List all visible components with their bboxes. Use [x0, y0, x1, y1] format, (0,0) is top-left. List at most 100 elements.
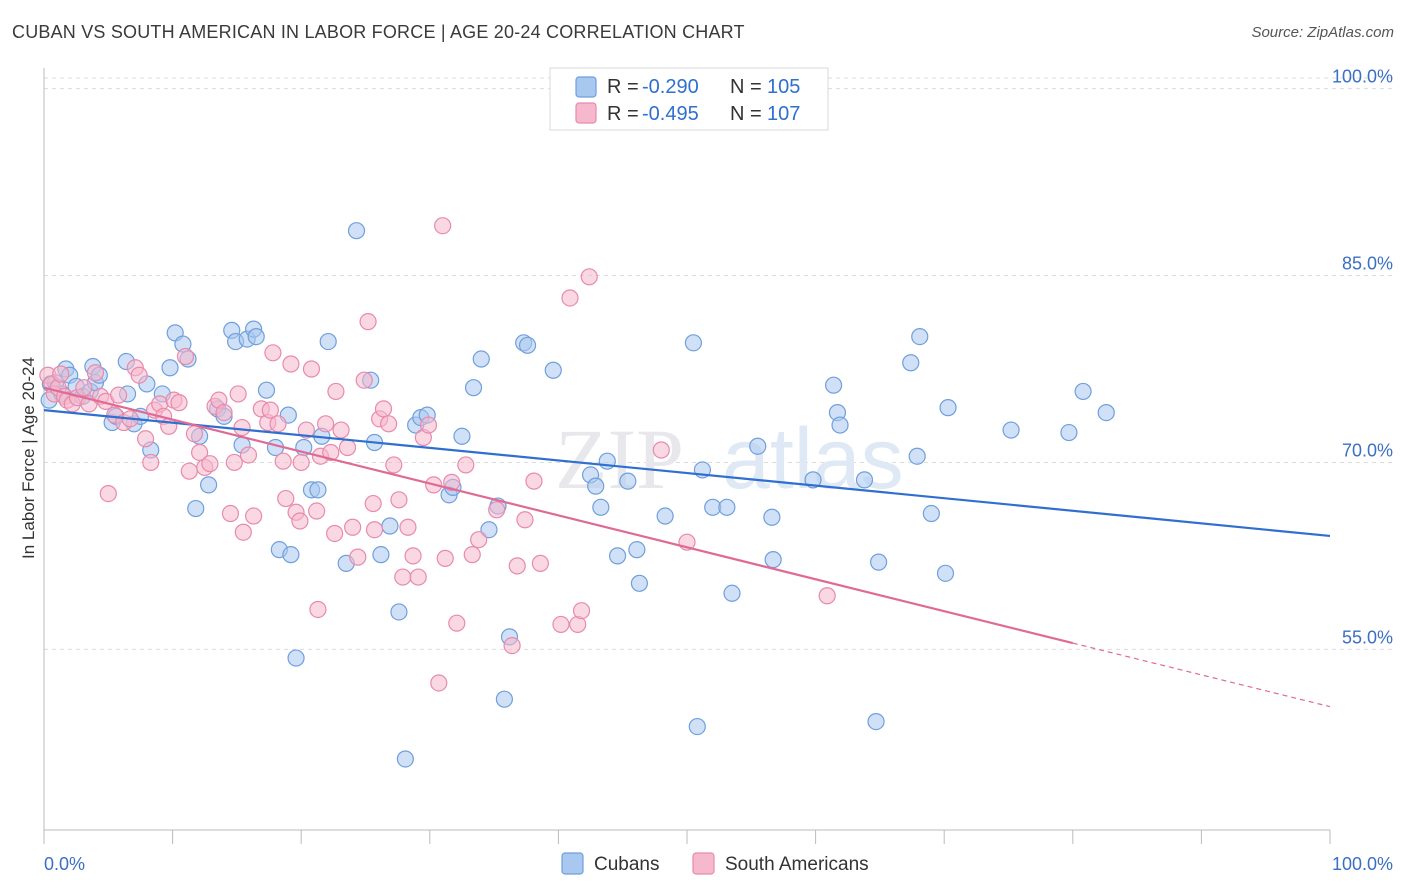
cubans-point-41	[287, 649, 305, 667]
axes	[43, 68, 1331, 844]
south-americans-point-58	[322, 443, 340, 462]
cubans-point-101	[1002, 421, 1020, 439]
south-americans-point-47	[269, 415, 287, 433]
cubans-point-94	[870, 553, 888, 571]
cubans-point-85	[749, 437, 767, 455]
south-americans-point-85	[470, 531, 488, 549]
south-americans-point-60	[332, 421, 350, 439]
south-americans-point-66	[364, 494, 382, 513]
cubans-point-36	[257, 381, 276, 399]
south-americans-point-41	[234, 523, 252, 541]
south-americans-point-73	[399, 518, 417, 536]
cubans-point-71	[587, 477, 605, 495]
south-americans-point-64	[355, 371, 373, 389]
cubans-point-92	[855, 471, 874, 489]
legend-n-label: N =	[730, 103, 762, 125]
south-americans-point-29	[176, 347, 195, 366]
south-americans-point-22	[142, 453, 160, 472]
south-americans-point-40	[229, 385, 247, 403]
legend-r-label: R =	[607, 103, 639, 125]
x-tick-label-1: 100.0%	[1332, 854, 1393, 874]
cubans-point-102	[1060, 423, 1078, 442]
cubans-point-75	[619, 472, 637, 490]
bottom-legend-label-cubans: Cubans	[594, 854, 660, 875]
cubans-point-72	[592, 498, 610, 516]
bottom-legend-label-south-americans: South Americans	[725, 854, 869, 875]
south-americans-point-38	[221, 504, 240, 523]
cubans-point-103	[1074, 382, 1092, 401]
cubans-point-69	[544, 361, 562, 379]
cubans-point-74	[608, 547, 627, 565]
south-americans-point-21	[136, 430, 155, 448]
cubans-point-54	[396, 750, 414, 768]
cubans-point-79	[684, 334, 703, 352]
cubans-point-35	[247, 328, 265, 346]
legend: R = -0.290 N = 105 R = -0.495 N = 107	[549, 67, 829, 131]
cubans-point-53	[390, 603, 408, 621]
y-tick-label-1: 70.0%	[1342, 440, 1393, 460]
cubans-point-76	[628, 541, 646, 559]
cubans-point-93	[867, 713, 885, 731]
south-americans-point-100	[434, 217, 452, 235]
trend-lines	[43, 386, 1331, 708]
south-americans-point-34	[201, 455, 219, 473]
source-label: Source: ZipAtlas.com	[1251, 24, 1394, 41]
south-americans-trend-line	[43, 386, 1074, 645]
legend-n-label: N =	[730, 76, 762, 98]
cubans-point-48	[347, 222, 366, 240]
bottom-legend: Cubans South Americans	[561, 852, 869, 875]
cubans-point-44	[309, 481, 327, 499]
south-americans-point-4	[52, 365, 70, 383]
cubans-point-104	[1097, 404, 1115, 422]
south-americans-point-95	[572, 602, 591, 620]
south-americans-point-39	[225, 453, 243, 472]
y-axis-title: In Labor Force | Age 20-24	[19, 357, 38, 559]
south-americans-point-9	[75, 379, 93, 397]
cubans-point-40	[282, 546, 300, 564]
cubans-point-27	[200, 476, 218, 494]
south-americans-point-93	[561, 289, 579, 307]
legend-n-value-cubans: 105	[767, 76, 800, 98]
legend-r-value-south-americans: -0.495	[642, 103, 699, 125]
legend-r-label: R =	[607, 76, 639, 98]
south-americans-point-28	[170, 394, 188, 412]
south-americans-trend-extension	[1072, 642, 1331, 708]
cubans-point-52	[381, 517, 399, 535]
south-americans-point-62	[344, 518, 362, 536]
south-americans-point-96	[580, 268, 598, 286]
south-americans-point-46	[264, 344, 282, 362]
bottom-legend-swatch-cubans	[561, 852, 584, 875]
cubans-point-46	[319, 332, 337, 351]
south-americans-point-61	[338, 438, 357, 457]
cubans-point-77	[630, 574, 649, 592]
cubans-point-83	[718, 498, 736, 516]
south-americans-point-101	[309, 600, 327, 619]
south-americans-point-16	[109, 386, 128, 404]
south-americans-point-37	[215, 404, 233, 422]
cubans-point-65	[495, 690, 513, 708]
y-tick-label-3: 100.0%	[1332, 67, 1393, 87]
x-tick-label-0: 0.0%	[44, 854, 85, 874]
legend-swatch-cubans	[575, 76, 597, 98]
south-americans-point-70	[385, 456, 403, 474]
cubans-point-25	[187, 499, 205, 518]
south-americans-point-30	[180, 462, 198, 480]
south-americans-point-97	[652, 441, 670, 459]
cubans-point-97	[911, 328, 929, 346]
bottom-legend-swatch-south-americans	[692, 852, 715, 875]
cubans-point-68	[518, 336, 537, 354]
cubans-point-60	[453, 427, 471, 445]
cubans-point-99	[936, 564, 955, 582]
cubans-point-80	[688, 717, 706, 736]
south-americans-point-50	[282, 355, 300, 373]
south-americans-point-54	[302, 360, 321, 378]
south-americans-point-48	[274, 452, 292, 470]
cubans-point-84	[723, 584, 741, 602]
watermark-zip: ZIP	[555, 411, 684, 507]
south-americans-point-74	[404, 547, 422, 565]
south-americans-point-84	[463, 546, 481, 564]
cubans-point-61	[464, 379, 483, 397]
cubans-point-62	[472, 350, 490, 368]
cubans-point-87	[764, 551, 782, 569]
